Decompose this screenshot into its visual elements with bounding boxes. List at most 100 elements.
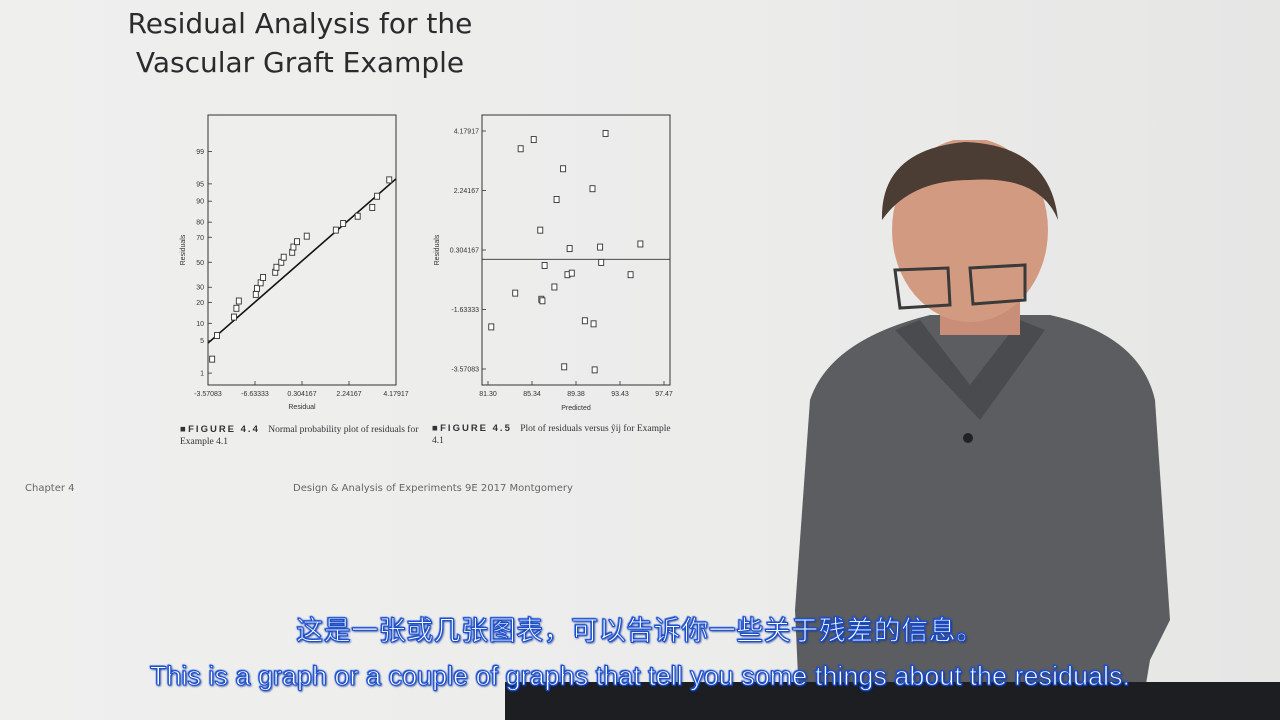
presenter-glasses bbox=[893, 263, 1027, 310]
data-point bbox=[560, 165, 567, 173]
footer-source: Design & Analysis of Experiments 9E 2017… bbox=[293, 483, 573, 494]
y-axis-label: Residuals bbox=[434, 234, 441, 265]
data-point bbox=[561, 363, 568, 371]
data-point bbox=[231, 313, 237, 321]
figure-4-5-text: Plot of residuals versus ŷij for Example… bbox=[432, 424, 671, 446]
data-point bbox=[627, 271, 634, 279]
y-axis-label: Residuals bbox=[180, 234, 187, 265]
data-point bbox=[252, 290, 259, 298]
y-tick-label: 90 bbox=[196, 199, 204, 206]
data-point bbox=[539, 297, 546, 305]
plot-frame bbox=[207, 114, 397, 386]
presenter-head bbox=[892, 140, 1048, 322]
data-point bbox=[303, 232, 310, 240]
y-tick-label: 80 bbox=[196, 220, 204, 227]
figure-4-5-label: FIGURE 4.5 bbox=[440, 423, 512, 434]
y-tick-label: -3.57083 bbox=[451, 367, 479, 374]
y-tick-label: 95 bbox=[196, 181, 204, 188]
slide-title: Residual Analysis for the Vascular Graft… bbox=[100, 4, 500, 82]
figure-4-4-text: Normal probability plot of residuals for… bbox=[180, 425, 419, 447]
data-point bbox=[273, 263, 280, 271]
slide-title-line2: Vascular Graft Example bbox=[135, 46, 465, 79]
data-point bbox=[374, 192, 381, 200]
caption-bullet-icon: ■ bbox=[180, 425, 186, 435]
y-tick-label: 30 bbox=[196, 285, 204, 292]
data-point bbox=[233, 304, 240, 312]
data-point bbox=[598, 258, 605, 266]
plot-frame bbox=[481, 114, 671, 386]
presenter-collar bbox=[895, 320, 1045, 420]
slide-title-line1: Residual Analysis for the bbox=[127, 7, 473, 40]
data-point bbox=[602, 129, 609, 137]
data-point bbox=[332, 226, 339, 234]
x-axis-label: Residual bbox=[288, 404, 316, 411]
data-point bbox=[551, 283, 558, 291]
presenter-torso bbox=[795, 315, 1170, 720]
footer-chapter: Chapter 4 bbox=[25, 483, 75, 494]
data-point bbox=[537, 226, 544, 234]
presenter-figure bbox=[795, 140, 1170, 720]
residuals-vs-predicted-plot: 4.17917 2.24167 0.304167 -1.63333 -3.57083 81… bbox=[434, 114, 673, 412]
reference-line bbox=[207, 178, 397, 344]
data-point bbox=[568, 269, 575, 277]
presenter-hair bbox=[881, 142, 1058, 220]
data-point bbox=[340, 220, 347, 227]
x-tick-label: 89.38 bbox=[567, 391, 585, 398]
data-point bbox=[581, 317, 588, 325]
data-point bbox=[294, 238, 300, 246]
y-tick-label: 1 bbox=[200, 371, 204, 378]
subtitle-chinese: 这是一张或几张图表，可以告诉你一些关于残差的信息。 bbox=[296, 616, 984, 648]
data-point bbox=[590, 320, 597, 328]
figure-4-4-label: FIGURE 4.4 bbox=[188, 424, 260, 435]
data-point bbox=[541, 262, 548, 269]
x-tick-label: 4.17917 bbox=[383, 391, 408, 398]
data-point bbox=[553, 196, 560, 203]
y-tick-label: 2.24167 bbox=[454, 188, 479, 195]
data-point bbox=[290, 243, 297, 251]
data-point bbox=[637, 240, 644, 248]
data-point bbox=[280, 253, 287, 261]
data-point bbox=[530, 136, 537, 144]
subtitle-english: This is a graph or a couple of graphs th… bbox=[149, 661, 1131, 692]
data-point bbox=[386, 176, 393, 184]
data-point bbox=[597, 243, 604, 251]
data-point bbox=[369, 203, 376, 211]
x-tick-label: 2.24167 bbox=[336, 391, 361, 398]
data-point bbox=[512, 289, 519, 297]
normal-probability-plot: 1 5 10 20 30 50 70 80 90 95 99 -3.57083 -6.63333 0.30… bbox=[180, 114, 409, 411]
x-tick-label: -3.57083 bbox=[194, 391, 222, 398]
data-point bbox=[591, 366, 598, 374]
data-point bbox=[209, 355, 216, 363]
figure-4-4-caption: ■ FIGURE 4.4 Normal probability plot of … bbox=[180, 424, 420, 448]
x-tick-label: 93.43 bbox=[611, 391, 629, 398]
podium bbox=[505, 682, 1280, 720]
lapel-microphone-icon bbox=[963, 433, 973, 443]
figure-4-5-caption: ■ FIGURE 4.5 Plot of residuals versus ŷi… bbox=[432, 423, 672, 447]
data-point bbox=[566, 245, 573, 253]
y-tick-label: 0.304167 bbox=[450, 248, 479, 255]
x-tick-label: 97.47 bbox=[655, 391, 673, 398]
y-tick-label: 99 bbox=[196, 149, 204, 156]
caption-bullet-icon: ■ bbox=[432, 424, 438, 434]
data-point bbox=[589, 185, 596, 193]
y-tick-label: 4.17917 bbox=[454, 129, 479, 136]
x-tick-label: -6.63333 bbox=[241, 391, 269, 398]
x-axis-label: Predicted bbox=[561, 405, 591, 412]
data-point bbox=[517, 145, 524, 153]
data-point bbox=[354, 212, 361, 220]
y-tick-label: 5 bbox=[200, 338, 204, 345]
x-tick-label: 81.30 bbox=[479, 391, 497, 398]
x-tick-label: 0.304167 bbox=[287, 391, 316, 398]
data-point bbox=[260, 273, 267, 281]
y-tick-label: -1.63333 bbox=[451, 307, 479, 314]
x-tick-label: 85.34 bbox=[523, 391, 541, 398]
data-point bbox=[254, 284, 260, 292]
y-tick-label: 70 bbox=[196, 235, 204, 242]
y-tick-label: 20 bbox=[196, 300, 204, 307]
data-point bbox=[488, 323, 495, 331]
y-tick-label: 50 bbox=[196, 260, 204, 267]
data-point bbox=[235, 297, 242, 305]
y-tick-label: 10 bbox=[196, 321, 204, 328]
data-point bbox=[214, 332, 220, 340]
